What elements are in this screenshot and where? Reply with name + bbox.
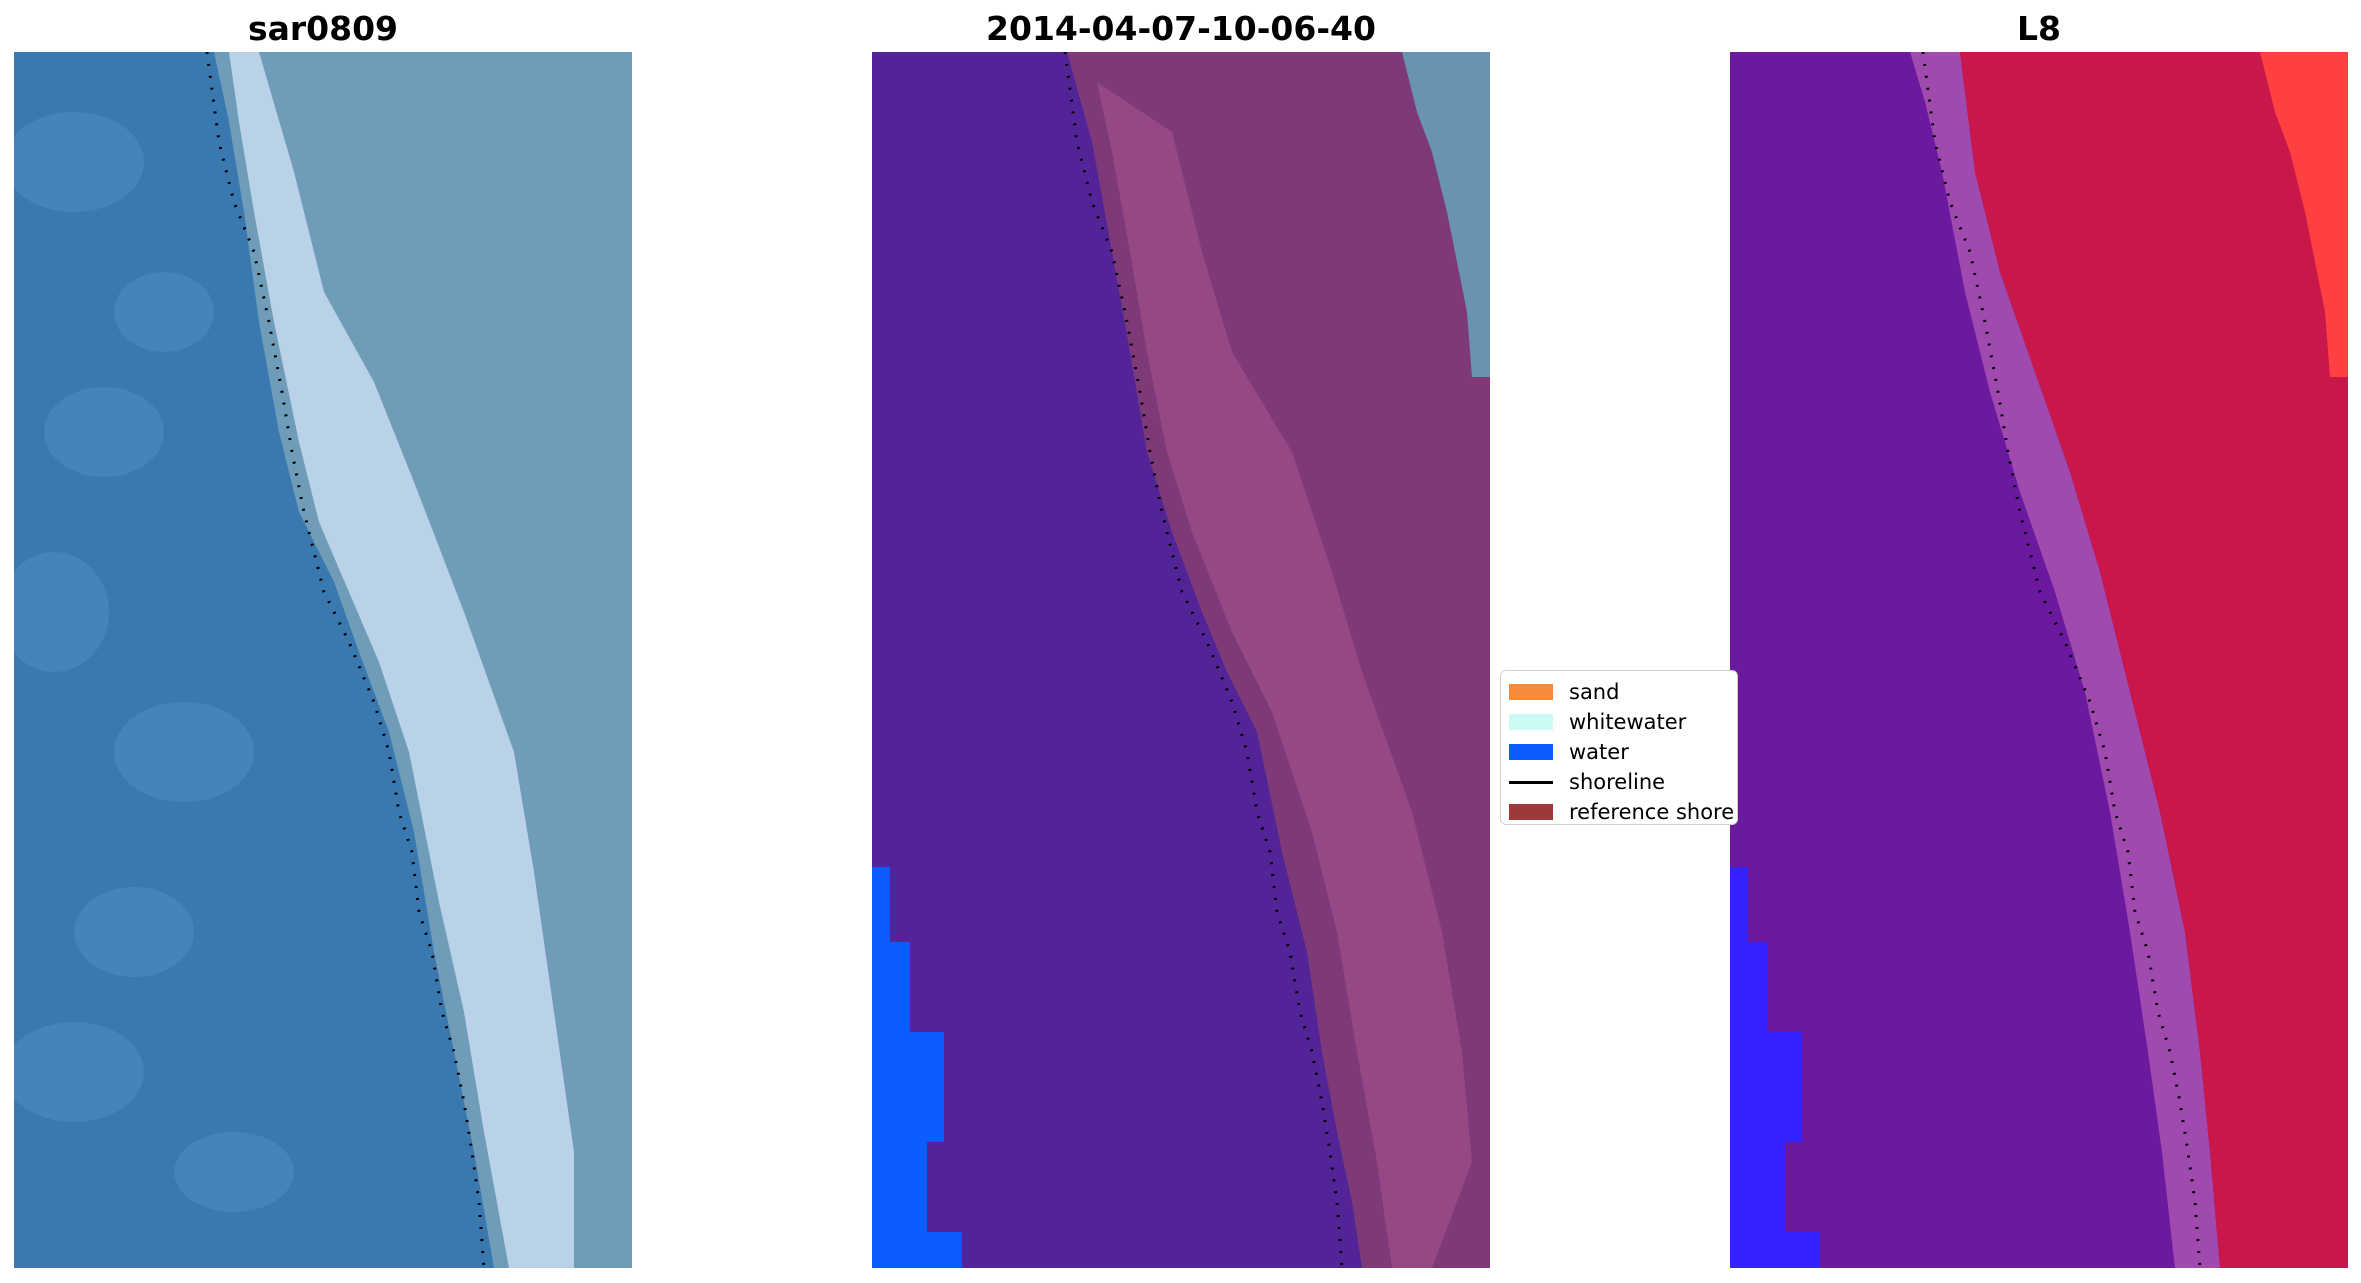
legend-item-sand: sand bbox=[1509, 677, 1737, 707]
panel-title-sar: sar0809 bbox=[247, 9, 399, 48]
blue-area bbox=[1730, 867, 1820, 1268]
greyblue-area bbox=[1402, 52, 1490, 377]
legend-label: shoreline bbox=[1569, 770, 1666, 794]
shoreline-line-swatch bbox=[1509, 780, 1553, 784]
water-texture-blob bbox=[74, 887, 194, 977]
sand-swatch bbox=[1509, 684, 1553, 700]
land-area bbox=[1960, 52, 2348, 1268]
classification-panel bbox=[872, 52, 1490, 1268]
surf-zone bbox=[229, 52, 574, 1268]
whitewater-swatch bbox=[1509, 714, 1553, 730]
legend-item-shoreline: shoreline bbox=[1509, 767, 1737, 797]
panel-title-date: 2014-04-07-10-06-40 bbox=[986, 9, 1376, 48]
index-image bbox=[1730, 52, 2348, 1268]
legend-item-whitewater: whitewater bbox=[1509, 707, 1737, 737]
legend-label: water bbox=[1569, 740, 1629, 764]
reference-shore-swatch bbox=[1509, 804, 1553, 820]
sand-band bbox=[1097, 82, 1472, 1268]
rgb-image bbox=[14, 52, 632, 1268]
legend-label: whitewater bbox=[1569, 710, 1687, 734]
legend-label: sand bbox=[1569, 680, 1620, 704]
water-texture-blob bbox=[14, 1022, 144, 1122]
panel-title-l8: L8 bbox=[2017, 9, 2061, 48]
water-texture-blob bbox=[174, 1132, 294, 1212]
rgb-image-panel bbox=[14, 52, 632, 1268]
bright-area bbox=[2260, 52, 2348, 377]
transition-band bbox=[1910, 52, 2220, 1268]
water-swatch bbox=[1509, 744, 1553, 760]
water-texture-blob bbox=[14, 552, 109, 672]
legend-item-reference-shore: reference shore bbox=[1509, 797, 1737, 824]
water-texture-blob bbox=[44, 387, 164, 477]
classified-image bbox=[872, 52, 1490, 1268]
legend-item-water: water bbox=[1509, 737, 1737, 767]
water-texture-blob bbox=[114, 702, 254, 802]
water-texture-blob bbox=[114, 272, 214, 352]
water-texture-blob bbox=[14, 112, 144, 212]
index-panel bbox=[1730, 52, 2348, 1268]
legend: sand whitewater water shoreline referenc… bbox=[1500, 670, 1738, 825]
water-class-area bbox=[872, 867, 962, 1268]
water-texture bbox=[14, 112, 294, 1212]
legend-label: reference shore bbox=[1569, 800, 1735, 824]
